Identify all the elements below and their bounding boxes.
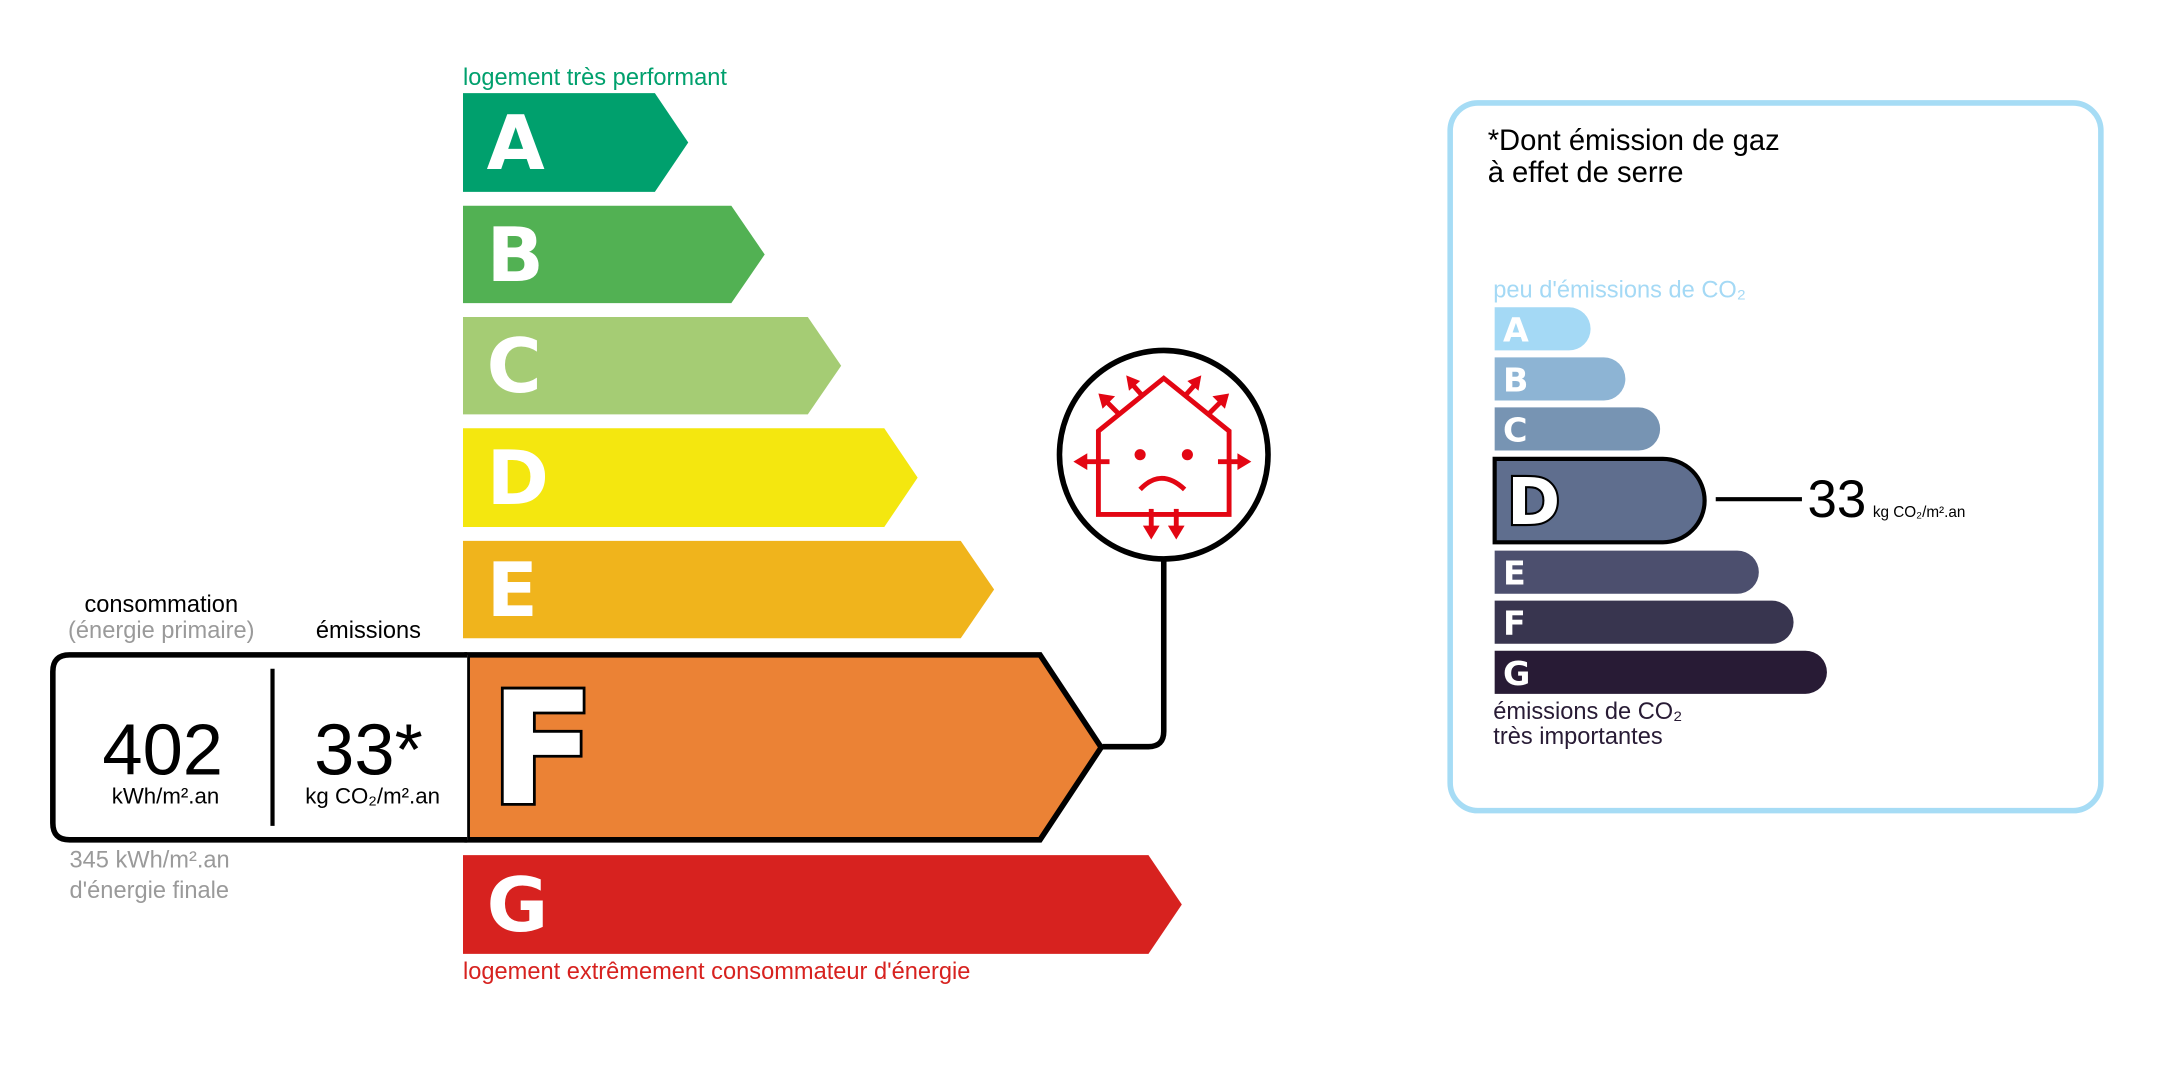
dpe-letter: C — [487, 322, 542, 410]
dpe-letter: D — [487, 434, 549, 522]
ges-bottom-label-line2: très importantes — [1493, 724, 1662, 750]
ges-class-f: F — [1494, 600, 1794, 644]
ges-class-e: E — [1494, 550, 1759, 594]
final-energy-line2: d'énergie finale — [70, 878, 230, 904]
ges-letter: C — [1503, 410, 1527, 449]
ges-title-line2: à effet de serre — [1488, 157, 1684, 189]
ges-class-a: A — [1494, 307, 1591, 351]
ges-top-label: peu d'émissions de CO₂ — [1493, 278, 1746, 304]
dpe-class-d: D — [462, 428, 918, 527]
ges-value: 33 — [1808, 470, 1867, 529]
consumption-label: consommation — [84, 592, 238, 618]
ges-letter: B — [1503, 360, 1528, 399]
dpe-class-g: G — [462, 855, 1182, 954]
emissions-value: 33* — [314, 710, 423, 790]
icon-connector — [1102, 560, 1167, 750]
dpe-class-e: E — [462, 540, 995, 639]
dpe-class-c: C — [462, 317, 842, 415]
dpe-letter: A — [487, 99, 545, 187]
ges-class-g: G — [1494, 650, 1827, 694]
consumption-sublabel: (énergie primaire) — [68, 618, 254, 644]
dpe-bottom-label: logement extrêmement consommateur d'éner… — [463, 959, 970, 985]
sad-house-heat-loss-icon — [1056, 347, 1271, 562]
dpe-letter: G — [487, 861, 549, 949]
ges-letter: A — [1503, 310, 1529, 349]
dpe-class-b: B — [462, 205, 765, 304]
dpe-letter: F — [489, 658, 595, 840]
dpe-letter: E — [487, 546, 538, 634]
consumption-value: 402 — [102, 710, 223, 790]
ges-class-d: D — [1492, 456, 1707, 545]
dpe-letter: B — [487, 211, 544, 299]
ges-letter: E — [1503, 554, 1526, 593]
consumption-unit: kWh/m².an — [112, 784, 219, 809]
ges-bottom-label-line1: émissions de CO₂ — [1493, 699, 1682, 725]
emissions-label: émissions — [316, 618, 421, 644]
dpe-class-f: F — [464, 652, 1105, 843]
dpe-class-a: A — [462, 93, 689, 192]
ges-letter: D — [1507, 466, 1560, 540]
dpe-top-label: logement très performant — [463, 65, 727, 91]
emissions-unit: kg CO₂/m².an — [305, 784, 440, 809]
ges-letter: G — [1503, 654, 1530, 693]
ges-class-b: B — [1494, 357, 1626, 401]
ges-title-line1: *Dont émission de gaz — [1488, 125, 1780, 157]
ges-class-c: C — [1494, 407, 1661, 451]
ges-unit: kg CO₂/m².an — [1873, 504, 1966, 521]
ges-letter: F — [1503, 604, 1526, 643]
final-energy-line1: 345 kWh/m².an — [70, 848, 230, 874]
value-box — [50, 652, 468, 843]
